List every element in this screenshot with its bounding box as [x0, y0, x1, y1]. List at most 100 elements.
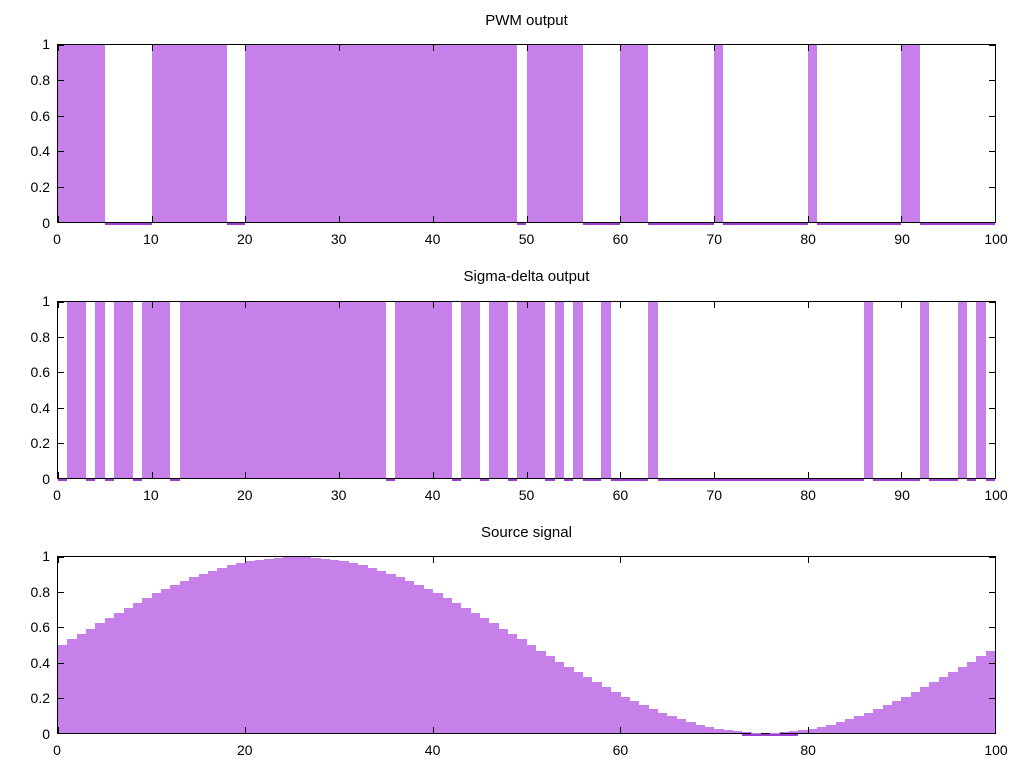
- signal-bar: [142, 597, 153, 733]
- zero-level-line: [723, 223, 808, 225]
- signal-bar: [76, 633, 87, 733]
- signal-bar: [86, 628, 96, 733]
- signal-bar: [563, 666, 574, 733]
- y-tick-label: 1: [42, 36, 50, 52]
- x-tick-label: 20: [237, 487, 253, 503]
- y-tick-mark: [989, 372, 995, 374]
- signal-bar: [442, 597, 452, 733]
- y-tick-label: 0.8: [30, 71, 50, 88]
- zero-level-line: [920, 223, 995, 225]
- x-tick-mark: [526, 302, 528, 308]
- zero-level-line: [610, 479, 649, 481]
- x-tick-label: 70: [706, 487, 723, 503]
- signal-bar: [910, 692, 921, 733]
- signal-bar: [854, 716, 865, 733]
- y-tick-mark: [58, 407, 64, 409]
- pulse-segment: [142, 302, 171, 478]
- x-tick-label: 10: [143, 487, 159, 503]
- signal-bar: [67, 639, 78, 733]
- x-tick-label: 40: [424, 742, 441, 758]
- x-tick-mark: [58, 302, 59, 308]
- x-tick-label: 10: [143, 231, 159, 247]
- y-tick-mark: [58, 662, 64, 664]
- y-tick-label: 0.4: [30, 654, 50, 671]
- x-tick-label: 70: [706, 231, 723, 247]
- x-tick-mark: [526, 45, 528, 51]
- y-tick-label: 0.8: [30, 583, 50, 600]
- x-tick-label: 80: [800, 231, 816, 247]
- x-tick-label: 90: [894, 231, 910, 247]
- y-tick-mark: [58, 45, 64, 46]
- x-tick-label: 0: [53, 742, 61, 758]
- zero-level-line: [742, 734, 799, 736]
- signal-bar: [507, 633, 518, 733]
- zero-level-line: [104, 479, 115, 481]
- signal-bar: [742, 732, 752, 733]
- signal-bar: [114, 612, 124, 733]
- x-tick-label: 0: [53, 487, 61, 503]
- x-tick-mark: [620, 557, 622, 563]
- pulse-segment: [648, 302, 658, 478]
- chart-title-source-signal: Source signal: [481, 524, 572, 541]
- plot-area-source-signal: [57, 556, 996, 736]
- y-tick-mark: [58, 337, 64, 339]
- x-tick-mark: [151, 216, 153, 222]
- y-tick-mark: [58, 627, 64, 629]
- zero-level-line: [816, 223, 902, 225]
- signal-bar: [414, 584, 424, 733]
- x-tick-mark: [995, 727, 996, 733]
- x-tick-mark: [58, 727, 59, 733]
- y-tick-mark: [58, 697, 64, 699]
- signal-bar: [189, 577, 199, 733]
- signal-bar: [179, 580, 190, 733]
- pulse-segment: [517, 302, 546, 478]
- signal-bar: [695, 724, 705, 733]
- pulse-segment: [976, 302, 986, 478]
- y-tick-label: 0: [42, 726, 50, 742]
- x-tick-mark: [995, 472, 996, 478]
- zero-level-line: [582, 223, 621, 225]
- signal-bar: [676, 719, 687, 733]
- y-tick-label: 1: [42, 548, 50, 564]
- x-tick-mark: [432, 727, 434, 733]
- x-tick-label: 20: [237, 742, 253, 758]
- y-tick-mark: [989, 151, 995, 153]
- zero-level-line: [170, 479, 180, 481]
- x-tick-label: 80: [800, 742, 816, 758]
- zero-level-line: [929, 479, 958, 481]
- zero-level-line: [648, 223, 714, 225]
- signal-bar: [976, 656, 986, 733]
- x-tick-label: 50: [518, 231, 535, 247]
- y-tick-mark: [58, 557, 64, 558]
- signal-bar: [601, 687, 612, 733]
- signal-bar: [357, 565, 368, 733]
- signal-bar: [732, 731, 743, 733]
- x-tick-mark: [807, 302, 809, 308]
- x-tick-label: 30: [330, 487, 347, 503]
- pulse-segment: [601, 302, 611, 478]
- y-tick-mark: [989, 115, 995, 117]
- zero-level-line: [58, 479, 68, 481]
- y-tick-mark: [989, 186, 995, 188]
- y-tick-mark: [989, 302, 995, 303]
- signal-bar: [554, 661, 565, 733]
- x-tick-label: 90: [894, 487, 910, 503]
- y-tick-label: 0.4: [30, 399, 50, 416]
- y-tick-label: 0.6: [30, 619, 50, 636]
- signal-bar: [901, 696, 912, 733]
- signal-bar: [704, 726, 715, 733]
- y-tick-mark: [58, 222, 64, 223]
- pulse-segment: [863, 302, 874, 478]
- pulse-segment: [67, 302, 87, 478]
- y-tick-mark: [58, 80, 64, 82]
- signal-bar: [254, 559, 265, 733]
- x-tick-label: 100: [984, 231, 1008, 247]
- pulse-segment: [114, 302, 133, 478]
- signal-bar: [404, 580, 415, 733]
- zero-level-line: [104, 223, 152, 225]
- signal-bar: [245, 561, 256, 733]
- y-tick-mark: [58, 592, 64, 594]
- zero-level-line: [545, 479, 555, 481]
- signal-bar: [882, 705, 893, 733]
- zero-level-line: [226, 223, 246, 225]
